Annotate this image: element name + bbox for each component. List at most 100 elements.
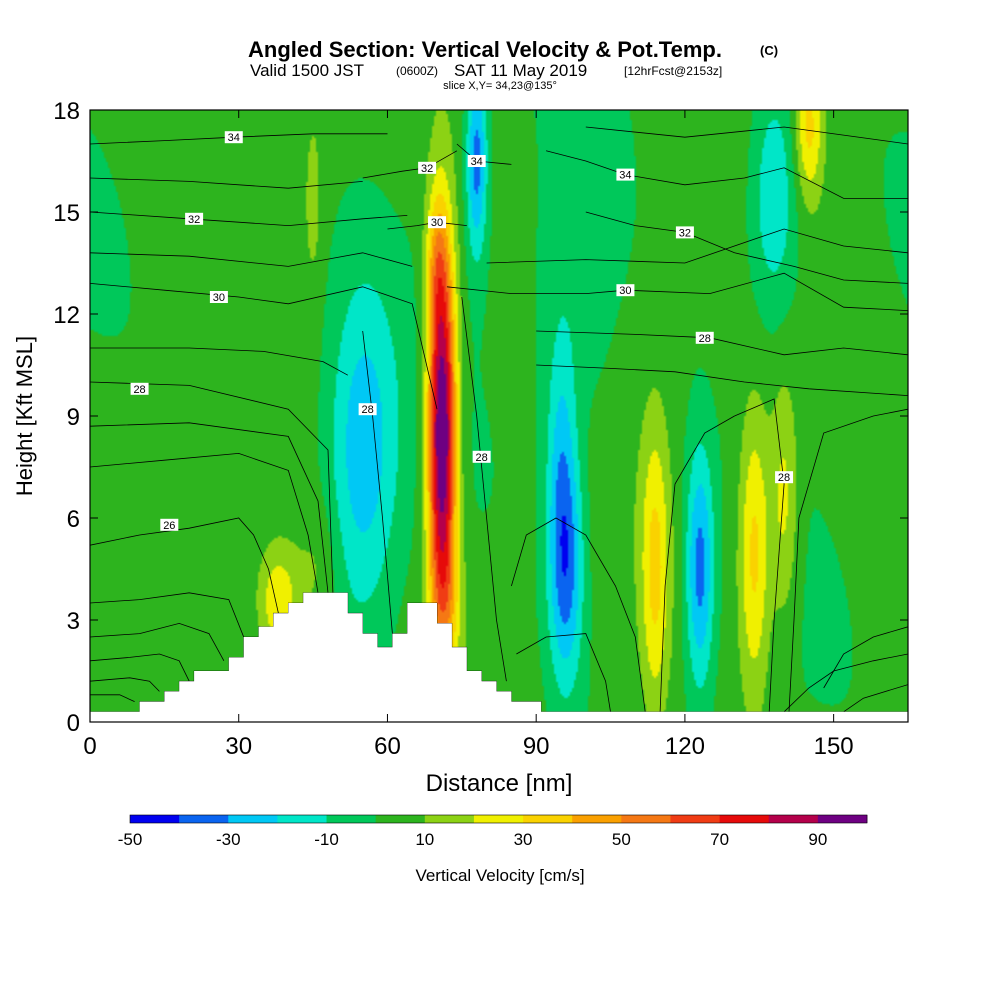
colorbar-swatch [277,815,327,823]
plot-area: 26 28 28 28 28 28 30 30 30 32 32 32 34 34 34 [90,110,908,722]
contour-line [90,177,363,189]
colorbar-swatch [228,815,278,823]
isotherm-32 [362,150,458,179]
isotherm-label-bg [675,226,694,239]
colorbar-tick-label: 10 [415,830,434,849]
colorbar-swatch [572,815,622,823]
colorbar-tick-label: 70 [710,830,729,849]
isotherm-label-bg [358,403,377,416]
contour-line [90,347,348,376]
x-tick-label: 90 [523,733,550,760]
isotherm-label: 28 [778,472,790,484]
contour-line [90,653,190,682]
y-tick-label: 0 [67,710,80,737]
isotherm-label: 34 [228,132,240,144]
isotherm-label: 30 [213,292,225,304]
contour-line [585,126,908,145]
isotherm-30 [446,272,908,311]
contour-line [90,422,329,593]
isotherm-28 [362,330,393,634]
y-tick-label: 6 [67,506,80,533]
isotherm-32 [585,211,908,284]
y-axis-label: Height [Kft MSL] [12,336,37,496]
x-tick-label: 0 [83,733,96,760]
velocity-heatmap [90,110,908,722]
isotherm-label-bg [160,518,179,531]
y-tick-label: 9 [67,404,80,431]
contour-line [90,694,135,702]
isotherm-label: 30 [431,217,443,229]
contour-line [511,517,646,712]
colorbar-tick-label: 30 [514,830,533,849]
isotherm-label-bg [209,291,228,303]
isotherm-label: 34 [471,156,483,168]
contour-line [90,452,319,593]
isotherm-label-bg [616,284,635,297]
colorbar-tick-label: -50 [118,830,143,849]
subtitle-valid: Valid 1500 JST [250,61,364,80]
isotherm-label: 34 [619,170,631,182]
isotherm-label-bg [695,331,714,344]
isotherm-label-bg [616,168,635,181]
contour-line [659,415,735,712]
colorbar-swatch [523,815,573,823]
colorbar-swatch [768,815,819,823]
terrain-mask [90,592,908,722]
x-axis: 0 30 60 90 120 150 [83,110,854,760]
chart-title: Angled Section: Vertical Velocity & Pot.… [248,37,722,62]
isotherm-label-bg [185,212,204,225]
y-tick-label: 18 [53,98,80,125]
contour-line [516,633,611,712]
x-axis-label: Distance [nm] [426,770,573,797]
y-tick-label: 15 [53,200,80,227]
isotherm-28 [536,330,908,356]
x-tick-label: 60 [374,733,401,760]
isotherm-28 [461,296,507,682]
contour-line [486,228,908,264]
isotherm-label-bg [775,471,794,484]
contour-line [536,364,908,396]
isotherm-label: 28 [361,404,373,416]
isotherm-26 [90,517,279,614]
contour-line [90,677,160,692]
contour-line [783,653,908,713]
x-tick-label: 30 [225,733,252,760]
colorbar-tick-label: 90 [808,830,827,849]
isotherm-label-bg [472,450,491,463]
isotherm-labels: 26 28 28 28 28 28 30 30 30 32 32 32 34 34 34 [130,131,794,532]
contour-line [843,684,908,713]
colorbar-tick-label: -10 [314,830,339,849]
colorbar-frame [129,814,868,824]
isotherm-label-bg [130,382,149,395]
colorbar-swatch [179,815,229,823]
contour-line [90,622,225,661]
isotherm-label-bg [467,155,486,167]
colorbar-swatch [621,815,671,823]
x-tick-label: 120 [665,733,705,760]
isotherm-label-bg [418,161,437,174]
isotherm-30 [90,283,438,410]
colorbar-swatch [670,815,720,823]
colorbar-swatch [326,815,377,823]
chart-title-suffix: (C) [760,43,778,58]
slice-info: slice X,Y= 34,23@135° [443,80,557,92]
isotherm-30 [387,221,467,230]
colorbar-swatch [473,815,524,823]
contour-line [788,408,908,712]
subtitle-forecast: [12hrFcst@2153z] [624,64,722,78]
isotherm-label-bg [224,131,243,144]
colorbar: -50 -30 -10 10 30 50 70 90 [118,814,868,849]
isotherm-label-bg [428,216,447,229]
isotherm-label: 26 [163,520,175,532]
y-tick-label: 3 [67,608,80,635]
isotherm-label: 28 [699,333,711,345]
isotherm-28 [90,381,334,593]
colorbar-tick-label: -30 [216,830,241,849]
isotherm-label: 32 [421,163,433,175]
isotherm-34 [546,150,908,199]
isotherm-label: 28 [476,452,488,464]
y-axis: 0 3 6 9 12 15 18 [53,98,908,737]
subtitle-utc: (0600Z) [396,64,438,78]
subtitle-date: SAT 11 May 2019 [454,61,587,80]
